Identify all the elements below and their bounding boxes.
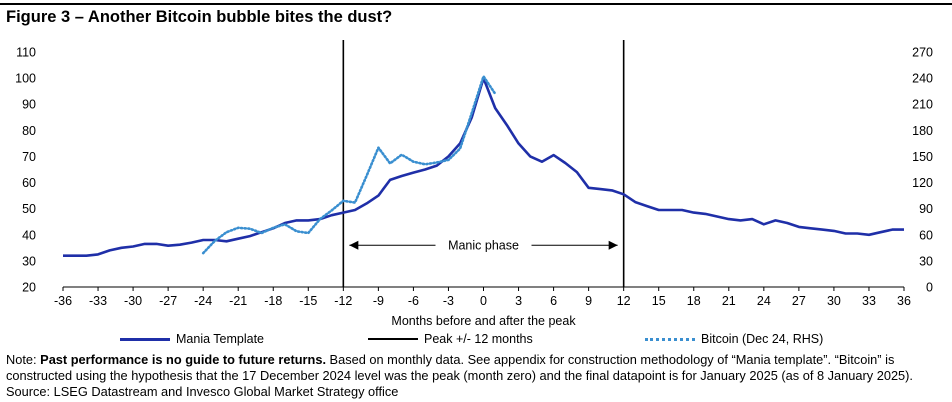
legend: Mania Template Peak +/- 12 months Bitcoi…: [0, 332, 952, 352]
x-tick-label: -18: [264, 294, 282, 308]
mania-template-series-line: [63, 76, 904, 257]
y-left-tick-label: 40: [22, 228, 36, 242]
manic-phase-label: Manic phase: [448, 239, 519, 253]
y-left-tick-label: 20: [22, 281, 36, 295]
note-prefix: Note:: [6, 352, 41, 367]
x-tick-label: 0: [480, 294, 487, 308]
manic-arrow-right-head: [608, 240, 618, 250]
x-tick-label: 3: [515, 294, 522, 308]
y-right-tick-label: 90: [919, 202, 933, 216]
chart-title: Figure 3 – Another Bitcoin bubble bites …: [6, 8, 393, 26]
y-left-tick-label: 110: [16, 46, 36, 60]
top-rule: [0, 3, 952, 5]
x-tick-label: 6: [550, 294, 557, 308]
legend-label-mania: Mania Template: [176, 332, 265, 346]
x-tick-label: 30: [827, 294, 841, 308]
y-right-tick-label: 30: [919, 254, 933, 268]
x-tick-label: -36: [54, 294, 72, 308]
y-right-tick-label: 60: [919, 228, 933, 242]
x-tick-label: -24: [194, 294, 212, 308]
x-tick-label: -15: [299, 294, 317, 308]
y-right-tick-label: 210: [912, 98, 933, 112]
y-right-tick-label: 270: [912, 46, 933, 60]
footnote: Note: Past performance is no guide to fu…: [6, 352, 948, 400]
y-right-tick-label: 0: [926, 281, 933, 295]
x-tick-label: -6: [408, 294, 419, 308]
y-left-tick-label: 30: [22, 254, 36, 268]
y-left-tick-label: 90: [22, 98, 36, 112]
x-tick-label: 12: [617, 294, 631, 308]
legend-item-peak: Peak +/- 12 months: [368, 332, 533, 346]
bitcoin-series-line: [201, 75, 497, 255]
x-axis-label: Months before and after the peak: [391, 314, 576, 328]
x-tick-label: 33: [862, 294, 876, 308]
x-tick-label: -30: [124, 294, 142, 308]
x-tick-label: 24: [757, 294, 771, 308]
x-tick-label: 27: [792, 294, 806, 308]
x-tick-label: 21: [722, 294, 736, 308]
y-left-tick-label: 80: [22, 124, 36, 138]
y-right-tick-label: 150: [912, 150, 933, 164]
y-right-tick-label: 240: [912, 72, 933, 86]
legend-swatch-peak: [368, 338, 418, 340]
y-left-tick-label: 50: [22, 202, 36, 216]
legend-item-bitcoin: Bitcoin (Dec 24, RHS): [645, 332, 823, 346]
y-right-tick-label: 180: [912, 124, 933, 138]
x-tick-label: -33: [89, 294, 107, 308]
x-tick-label: 15: [652, 294, 666, 308]
legend-swatch-mania: [120, 337, 170, 341]
x-tick-label: 9: [585, 294, 592, 308]
y-left-tick-label: 60: [22, 176, 36, 190]
x-tick-label: -9: [373, 294, 384, 308]
x-tick-label: 18: [687, 294, 701, 308]
line-chart: 2030405060708090100110030609012015018021…: [15, 40, 933, 328]
x-tick-label: -12: [334, 294, 352, 308]
manic-arrow-left-head: [349, 240, 359, 250]
x-tick-label: -27: [159, 294, 177, 308]
x-tick-label: 36: [897, 294, 911, 308]
legend-item-mania: Mania Template: [120, 332, 264, 346]
note-disclaimer: Past performance is no guide to future r…: [40, 352, 326, 367]
legend-label-peak: Peak +/- 12 months: [424, 332, 533, 346]
x-tick-label: -21: [229, 294, 247, 308]
note-text: Based on monthly data. See appendix for …: [6, 352, 913, 399]
y-left-tick-label: 100: [15, 72, 36, 86]
x-tick-label: -3: [443, 294, 454, 308]
legend-label-bitcoin: Bitcoin (Dec 24, RHS): [701, 332, 824, 346]
y-left-tick-label: 70: [22, 150, 36, 164]
y-right-tick-label: 120: [912, 176, 933, 190]
legend-swatch-bitcoin: [645, 337, 695, 341]
